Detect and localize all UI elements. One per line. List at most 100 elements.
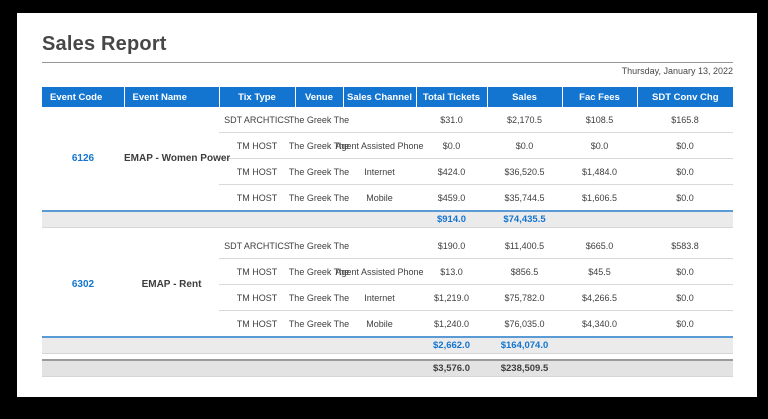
cell-fac-fees: $4,266.5	[562, 284, 637, 311]
report-page: Sales Report Thursday, January 13, 2022 …	[17, 13, 757, 397]
cell-sales: $11,400.5	[504, 240, 545, 251]
cell-sdt-conv-chg: $0.0	[637, 158, 733, 185]
cell-sales-channel: Mobile	[343, 184, 416, 211]
column-header-sales: Sales	[487, 87, 563, 107]
cell-sales: $2,170.5	[506, 114, 543, 125]
cell-fac-fees: $108.5	[585, 114, 614, 125]
cell-sales-channel	[343, 107, 416, 133]
event-code-link[interactable]: 6302	[71, 279, 95, 290]
cell-fac-fees: $45.5	[562, 258, 637, 285]
subtotal-empty-cell	[42, 210, 416, 228]
cell-sdt-conv-chg: $0.0	[637, 184, 733, 211]
subtotal-sales: $74,435.5	[487, 210, 562, 228]
cell-sales: $0.0	[487, 132, 562, 159]
venue-text: The Greek The	[288, 114, 350, 125]
cell-sdt-conv-chg: $0.0	[637, 284, 733, 311]
venue-text: The Greek The	[288, 292, 350, 303]
cell-fac-fees: $1,484.0	[562, 158, 637, 185]
subtotal-empty-cell	[562, 210, 637, 228]
event-name: EMAP - Rent	[141, 279, 202, 290]
table-row: TM HOST The Greek The Agent Assisted Pho…	[42, 258, 733, 285]
sales-channel-text: Mobile	[366, 192, 393, 203]
cell-sales: $35,744.5	[487, 184, 562, 211]
table-row: TM HOST The Greek The Agent Assisted Pho…	[42, 132, 733, 159]
spacer-cell	[42, 227, 733, 233]
sales-channel-text: Internet	[364, 166, 395, 177]
column-header-event-code: Event Code	[42, 87, 125, 107]
cell-total-tickets: $1,219.0	[416, 284, 487, 311]
venue-text: The Greek The	[288, 166, 350, 177]
sales-channel-text: Mobile	[366, 318, 393, 329]
table-row: TM HOST The Greek The Internet $1,219.0 …	[42, 284, 733, 311]
cell-tix-type: SDT ARCHTICS	[224, 114, 290, 125]
cell-venue: The Greek The	[289, 184, 349, 211]
cell-tix-type: SDT ARCHTICS	[224, 240, 290, 251]
subtotal-total-tickets: $2,662.0	[416, 336, 487, 354]
column-header-fac-fees: Fac Fees	[562, 87, 638, 107]
cell-sdt-conv-chg: $583.8	[671, 240, 699, 251]
column-header-venue: Venue	[295, 87, 344, 107]
cell-sales: $856.5	[487, 258, 562, 285]
group-subtotal-row: $2,662.0 $164,074.0	[42, 336, 733, 354]
table-row: TM HOST The Greek The Internet $424.0 $3…	[42, 158, 733, 185]
venue-text: The Greek The	[288, 240, 350, 251]
column-header-event-name: Event Name	[124, 87, 220, 107]
report-date: Thursday, January 13, 2022	[621, 66, 733, 76]
venue-text: The Greek The	[288, 140, 350, 151]
table-row: 6302 EMAP - Rent SDT ARCHTICS The Greek …	[42, 233, 733, 291]
cell-venue: The Greek The	[289, 158, 349, 185]
cell-tix-type: TM HOST	[219, 258, 295, 285]
cell-venue: The Greek The	[289, 132, 349, 159]
grand-total-empty-cell	[562, 359, 637, 377]
cell-total-tickets: $190.0	[437, 240, 466, 251]
cell-total-tickets: $424.0	[416, 158, 487, 185]
cell-tix-type: TM HOST	[219, 310, 295, 337]
subtotal-total-tickets: $914.0	[416, 210, 487, 228]
cell-sales-channel: Internet	[343, 284, 416, 311]
venue-text: The Greek The	[288, 266, 350, 277]
page-title: Sales Report	[42, 33, 733, 63]
spacer-cell	[42, 353, 733, 360]
spacer-row	[42, 353, 733, 360]
grand-total-empty-cell	[42, 359, 416, 377]
subtotal-empty-cell	[637, 336, 733, 354]
cell-sales-channel: Agent Assisted Phone	[335, 258, 424, 285]
cell-sdt-conv-chg: $0.0	[637, 258, 733, 285]
cell-sales: $36,520.5	[487, 158, 562, 185]
cell-fac-fees: $0.0	[562, 132, 637, 159]
cell-tix-type: TM HOST	[219, 158, 295, 185]
cell-sales-channel: Internet	[343, 158, 416, 185]
table-header-row: Event Code Event Name Tix Type Venue Sal…	[42, 87, 733, 107]
cell-sales-channel: Agent Assisted Phone	[335, 132, 424, 159]
cell-fac-fees: $665.0	[585, 240, 614, 251]
cell-total-tickets: $1,240.0	[416, 310, 487, 337]
subtotal-empty-cell	[562, 336, 637, 354]
venue-text: The Greek The	[288, 318, 350, 329]
grand-total-empty-cell	[637, 359, 733, 377]
cell-tix-type: TM HOST	[219, 184, 295, 211]
cell-fac-fees: $4,340.0	[562, 310, 637, 337]
event-name: EMAP - Women Power	[124, 153, 231, 164]
cell-venue: The Greek The	[289, 258, 349, 285]
sales-channel-text: Agent Assisted Phone	[335, 140, 424, 151]
group-subtotal-row: $914.0 $74,435.5	[42, 210, 733, 228]
grand-total-sales: $238,509.5	[487, 359, 562, 377]
subtotal-sales: $164,074.0	[487, 336, 562, 354]
table-row: TM HOST The Greek The Mobile $459.0 $35,…	[42, 184, 733, 211]
cell-sdt-conv-chg: $165.8	[671, 114, 699, 125]
spacer-row	[42, 227, 733, 233]
column-header-sales-channel: Sales Channel	[343, 87, 417, 107]
column-header-sdt-conv-chg: SDT Conv Chg	[637, 87, 733, 107]
cell-total-tickets: $0.0	[416, 132, 487, 159]
sales-report-table: Event Code Event Name Tix Type Venue Sal…	[42, 87, 733, 377]
cell-venue: The Greek The	[289, 233, 349, 259]
cell-sales-channel: Mobile	[343, 310, 416, 337]
sales-channel-text: Internet	[364, 292, 395, 303]
event-code-link[interactable]: 6126	[71, 153, 95, 164]
cell-total-tickets: $459.0	[416, 184, 487, 211]
cell-sdt-conv-chg: $0.0	[637, 132, 733, 159]
venue-text: The Greek The	[288, 192, 350, 203]
cell-sales: $76,035.0	[487, 310, 562, 337]
table-row: TM HOST The Greek The Mobile $1,240.0 $7…	[42, 310, 733, 337]
cell-sdt-conv-chg: $0.0	[637, 310, 733, 337]
